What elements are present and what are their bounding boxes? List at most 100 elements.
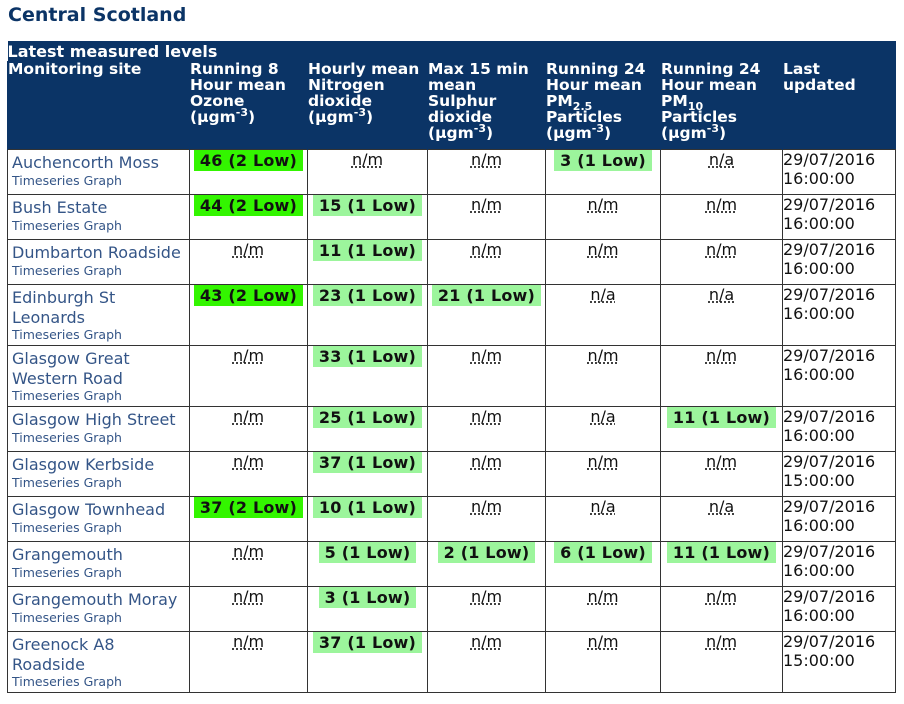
pm25-cell: n/a <box>545 284 661 346</box>
no-value-text: n/m <box>470 346 503 365</box>
no-value-text: n/m <box>232 452 265 471</box>
level-badge: 3 (1 Low) <box>318 587 417 608</box>
pm25-cell: n/m <box>545 631 661 693</box>
last-updated-cell: 29/07/2016 16:00:00 <box>781 586 897 632</box>
level-badge: 2 (1 Low) <box>437 542 536 563</box>
no-value-text: n/m <box>587 240 619 259</box>
col-header-site: Monitoring site <box>7 61 190 150</box>
site-link[interactable]: Auchencorth Moss <box>12 153 159 172</box>
timeseries-graph-link[interactable]: Timeseries Graph <box>12 388 122 403</box>
so2-cell: n/m <box>427 451 546 497</box>
pm10-cell: n/a <box>660 149 783 195</box>
site-cell: Bush Estate Timeseries Graph <box>7 194 190 240</box>
site-link[interactable]: Grangemouth <box>12 545 123 564</box>
timeseries-graph-link[interactable]: Timeseries Graph <box>12 474 122 490</box>
site-link[interactable]: Bush Estate <box>12 198 108 217</box>
level-badge: 37 (1 Low) <box>312 452 423 473</box>
timeseries-graph-link[interactable]: Timeseries Graph <box>12 217 122 233</box>
timeseries-graph-link[interactable]: Timeseries Graph <box>12 172 122 188</box>
no-value-text: n/m <box>705 632 738 651</box>
so2-cell: n/m <box>427 345 546 407</box>
pm25-cell: 6 (1 Low) <box>545 541 661 587</box>
site-link[interactable]: Grangemouth Moray <box>12 590 178 609</box>
no-value-text: n/a <box>708 150 735 169</box>
table-row: Greenock A8 Roadside Timeseries Graph n/m 3… <box>7 631 897 693</box>
no-value-text: n/m <box>351 150 384 169</box>
so2-cell: n/m <box>427 239 546 285</box>
no2-cell: 15 (1 Low) <box>307 194 428 240</box>
ozone-cell: n/m <box>189 406 308 452</box>
timeseries-graph-link[interactable]: Timeseries Graph <box>12 429 122 445</box>
col-header-so2: Max 15 min mean Sulphur dioxide (µgm-3) <box>427 61 546 150</box>
no-value-text: n/m <box>232 407 265 426</box>
ozone-cell: n/m <box>189 586 308 632</box>
table-row: Glasgow Kerbside Timeseries Graph n/m 37 (1… <box>7 451 897 497</box>
pm25-cell: n/m <box>545 239 661 285</box>
so2-cell: n/m <box>427 631 546 693</box>
no-value-text: n/a <box>590 407 616 426</box>
no-value-text: n/a <box>590 285 616 304</box>
updated-date: 29/07/2016 <box>783 346 876 365</box>
no2-cell: 10 (1 Low) <box>307 496 428 542</box>
timeseries-graph-link[interactable]: Timeseries Graph <box>12 564 122 580</box>
no2-cell: 33 (1 Low) <box>307 345 428 407</box>
no-value-text: n/m <box>587 632 619 651</box>
no2-cell: 3 (1 Low) <box>307 586 428 632</box>
updated-time: 15:00:00 <box>783 471 855 490</box>
updated-date: 29/07/2016 <box>783 407 876 426</box>
level-badge: 43 (2 Low) <box>193 285 304 306</box>
pm10-cell: n/a <box>660 284 783 346</box>
timeseries-graph-link[interactable]: Timeseries Graph <box>12 609 122 625</box>
last-updated-cell: 29/07/2016 16:00:00 <box>781 406 897 452</box>
updated-date: 29/07/2016 <box>783 632 876 651</box>
levels-table: Latest measured levels Monitoring site R… <box>7 41 897 693</box>
so2-cell: 21 (1 Low) <box>427 284 546 346</box>
ozone-cell: 44 (2 Low) <box>189 194 308 240</box>
last-updated-cell: 29/07/2016 16:00:00 <box>781 345 897 407</box>
no2-cell: 5 (1 Low) <box>307 541 428 587</box>
site-link[interactable]: Dumbarton Roadside <box>12 243 181 262</box>
no-value-text: n/m <box>232 542 265 561</box>
no2-cell: n/m <box>307 149 428 195</box>
table-row: Dumbarton Roadside Timeseries Graph n/m 11 … <box>7 239 897 285</box>
table-body: Auchencorth Moss Timeseries Graph 46 (2 Lo… <box>7 149 897 693</box>
so2-cell: n/m <box>427 406 546 452</box>
timeseries-graph-link[interactable]: Timeseries Graph <box>12 519 122 535</box>
no-value-text: n/m <box>470 497 503 516</box>
site-cell: Auchencorth Moss Timeseries Graph <box>7 149 190 195</box>
pm25-cell: n/m <box>545 451 661 497</box>
table-caption: Latest measured levels <box>7 41 896 61</box>
no-value-text: n/m <box>705 240 738 259</box>
site-link[interactable]: Greenock A8 Roadside <box>12 635 115 674</box>
last-updated-cell: 29/07/2016 16:00:00 <box>781 284 897 346</box>
level-badge: 46 (2 Low) <box>193 150 304 171</box>
last-updated-cell: 29/07/2016 16:00:00 <box>781 194 897 240</box>
col-header-ozone: Running 8 Hour mean Ozone (µgm-3) <box>189 61 308 150</box>
site-link[interactable]: Glasgow Townhead <box>12 500 166 519</box>
site-link[interactable]: Glasgow Kerbside <box>12 455 155 474</box>
updated-time: 16:00:00 <box>783 304 855 323</box>
site-link[interactable]: Edinburgh St Leonards <box>12 288 116 327</box>
table-row: Glasgow Great Western Road Timeseries Gra… <box>7 345 897 407</box>
pm10-cell: n/m <box>660 345 783 407</box>
site-link[interactable]: Glasgow Great Western Road <box>12 349 130 388</box>
timeseries-graph-link[interactable]: Timeseries Graph <box>12 327 122 342</box>
ozone-cell: n/m <box>189 631 308 693</box>
ozone-cell: n/m <box>189 345 308 407</box>
so2-cell: n/m <box>427 496 546 542</box>
site-link[interactable]: Glasgow High Street <box>12 410 176 429</box>
updated-time: 16:00:00 <box>783 516 855 535</box>
ozone-cell: n/m <box>189 451 308 497</box>
timeseries-graph-link[interactable]: Timeseries Graph <box>12 262 122 278</box>
level-badge: 3 (1 Low) <box>554 150 652 171</box>
updated-time: 16:00:00 <box>783 259 855 278</box>
pm25-cell: n/a <box>545 496 661 542</box>
updated-time: 16:00:00 <box>783 561 855 580</box>
no-value-text: n/m <box>470 452 503 471</box>
ozone-cell: n/m <box>189 239 308 285</box>
no2-cell: 25 (1 Low) <box>307 406 428 452</box>
timeseries-graph-link[interactable]: Timeseries Graph <box>12 674 122 689</box>
no-value-text: n/m <box>705 452 738 471</box>
updated-date: 29/07/2016 <box>783 150 876 169</box>
